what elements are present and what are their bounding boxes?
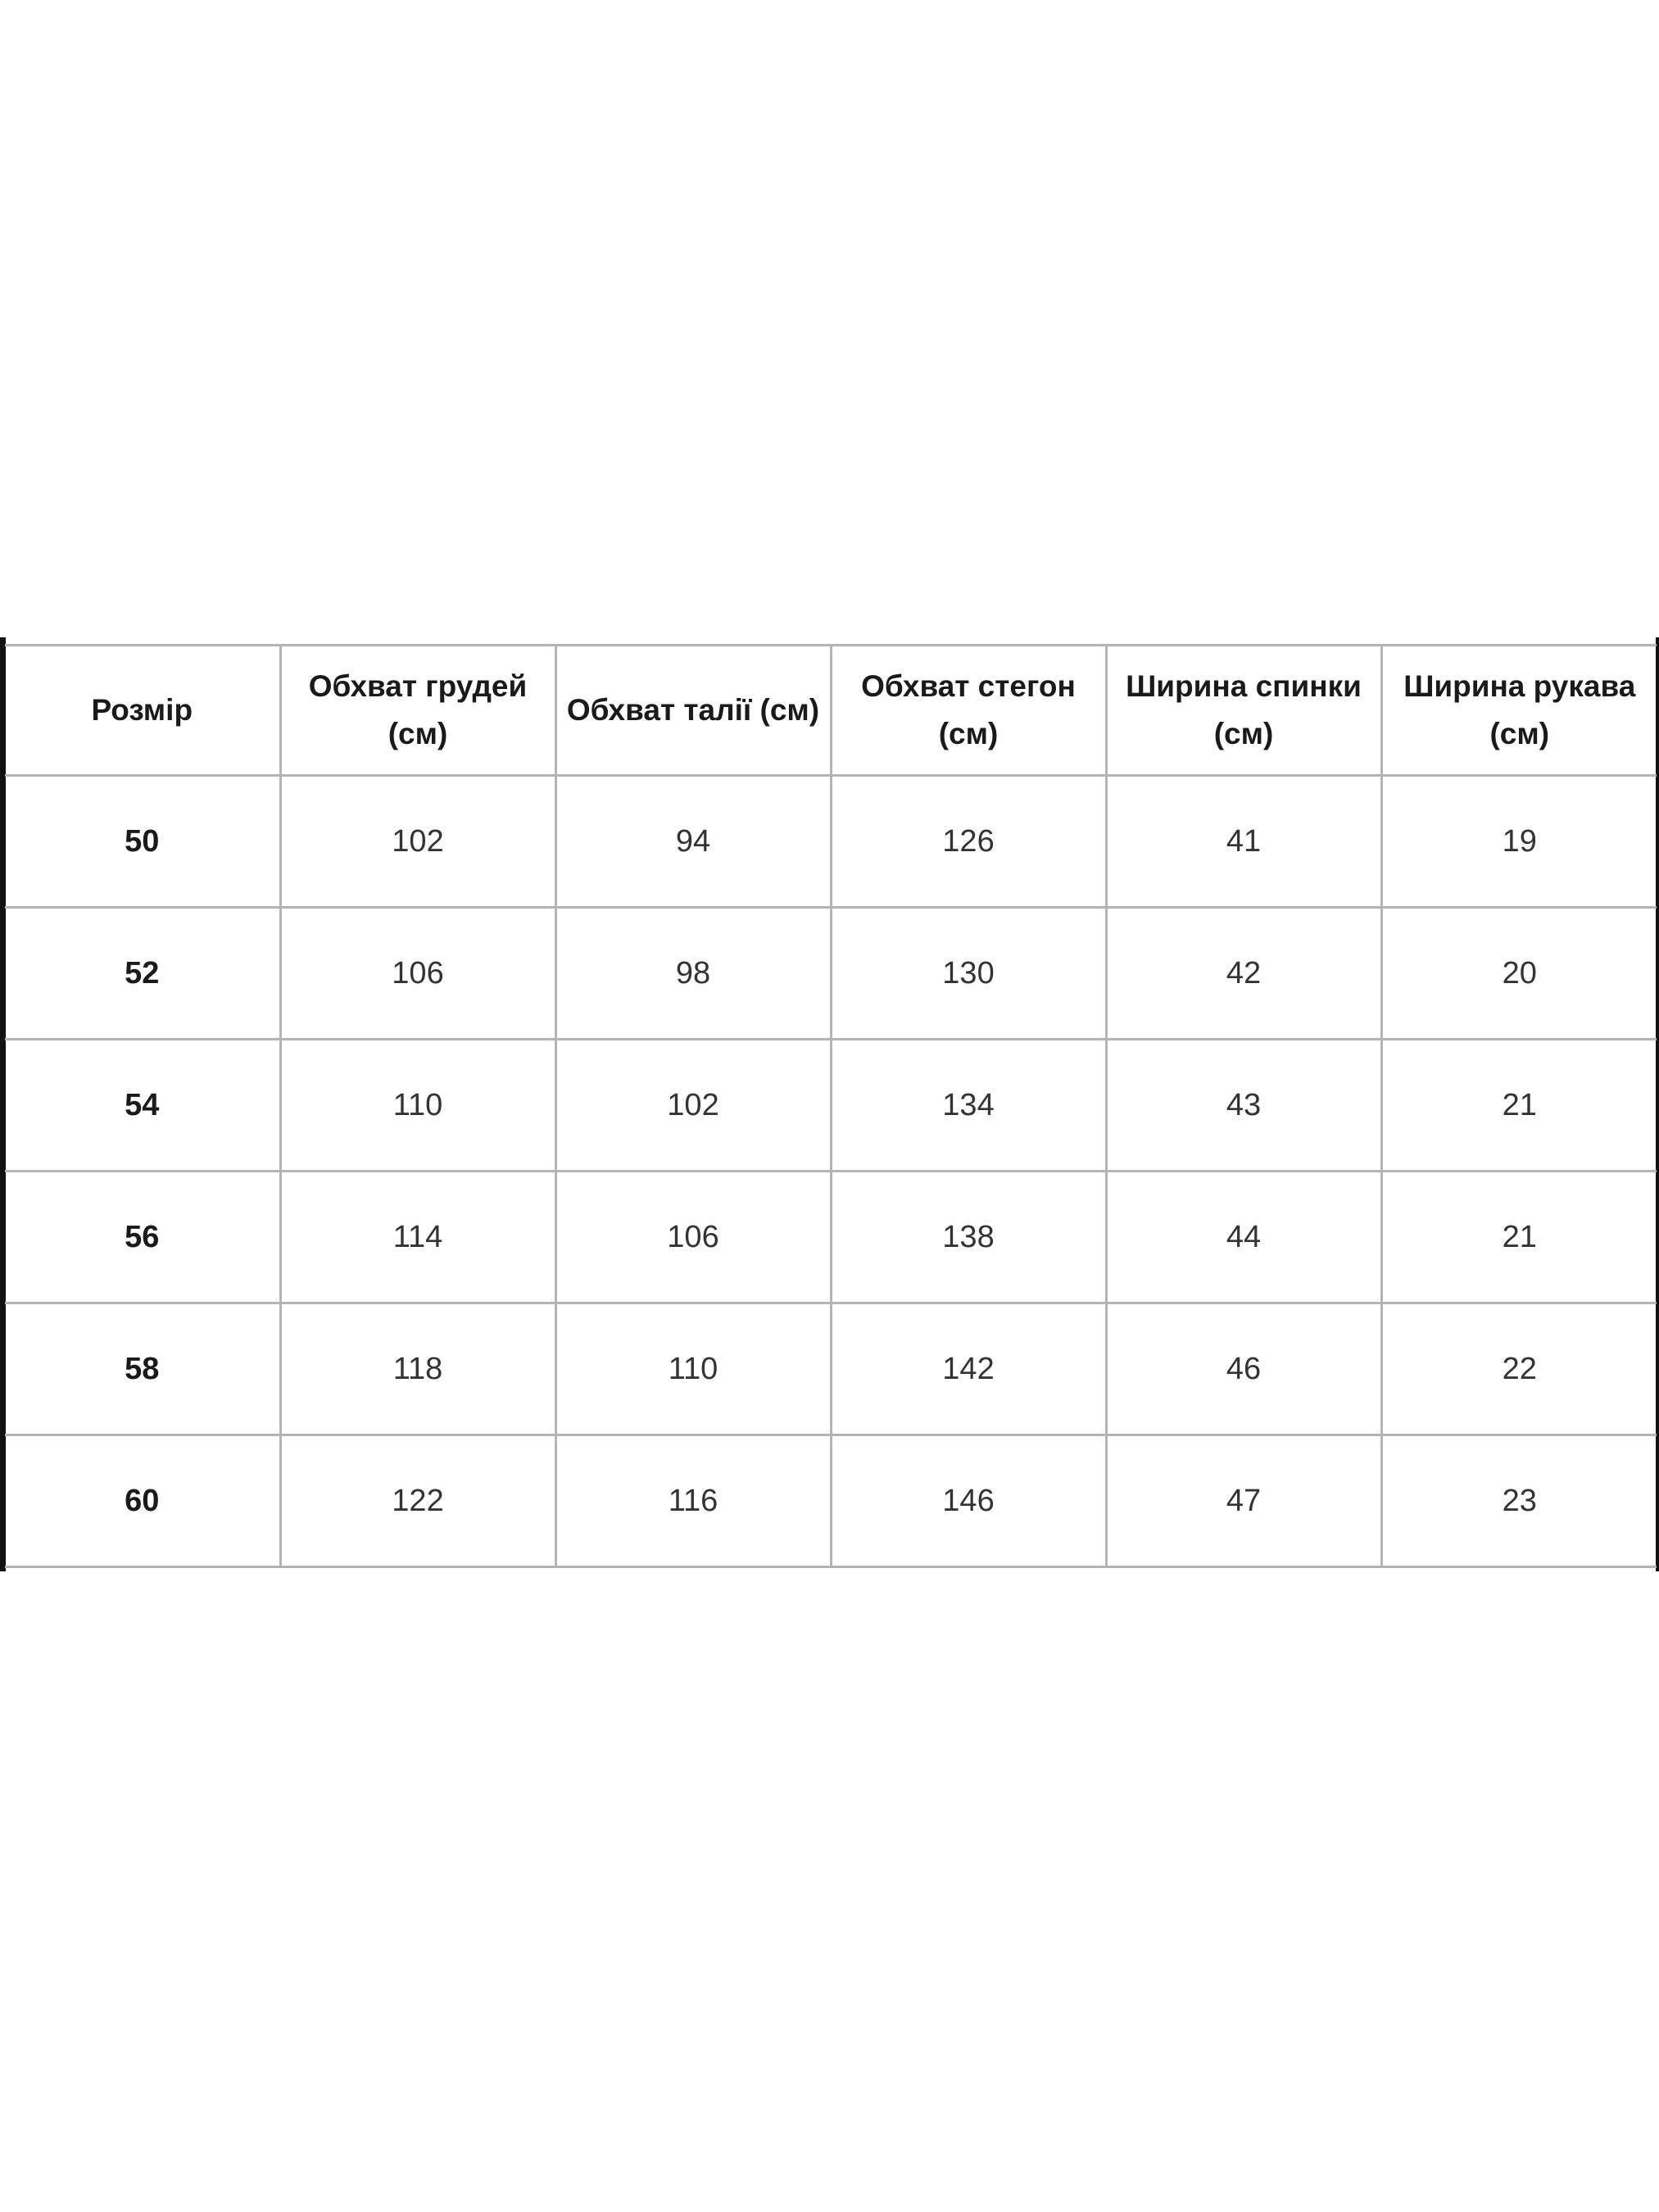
cell-back-width: 44 — [1104, 1170, 1383, 1304]
cell-size: 50 — [5, 774, 282, 909]
cell-hips: 134 — [829, 1038, 1108, 1172]
cell-sleeve-width: 21 — [1380, 1038, 1657, 1172]
cell-size: 56 — [5, 1170, 282, 1304]
cell-sleeve-width: 20 — [1380, 906, 1657, 1040]
table-row: 58 118 110 142 46 22 — [5, 1302, 1657, 1436]
cell-waist: 110 — [554, 1302, 832, 1436]
table-row: 54 110 102 134 43 21 — [5, 1038, 1657, 1172]
cell-sleeve-width: 22 — [1380, 1302, 1657, 1436]
table-row: 60 122 116 146 47 23 — [5, 1434, 1657, 1568]
cell-sleeve-width: 19 — [1380, 774, 1657, 909]
cell-sleeve-width: 21 — [1380, 1170, 1657, 1304]
cell-back-width: 41 — [1104, 774, 1383, 909]
cell-hips: 142 — [829, 1302, 1108, 1436]
cell-chest: 114 — [279, 1170, 557, 1304]
table-row: 50 102 94 126 41 19 — [5, 774, 1657, 909]
cell-waist: 106 — [554, 1170, 832, 1304]
header-chest: Обхват грудей (см) — [279, 644, 557, 777]
cell-chest: 110 — [279, 1038, 557, 1172]
cell-size: 52 — [5, 906, 282, 1040]
cell-chest: 102 — [279, 774, 557, 909]
header-sleeve-width: Ширина рукава (см) — [1380, 644, 1657, 777]
table-row: 56 114 106 138 44 21 — [5, 1170, 1657, 1304]
cell-chest: 106 — [279, 906, 557, 1040]
cell-back-width: 42 — [1104, 906, 1383, 1040]
cell-hips: 126 — [829, 774, 1108, 909]
header-hips: Обхват стегон (см) — [829, 644, 1108, 777]
cell-back-width: 47 — [1104, 1434, 1383, 1568]
table-row: 52 106 98 130 42 20 — [5, 906, 1657, 1040]
cell-hips: 146 — [829, 1434, 1108, 1568]
cell-size: 58 — [5, 1302, 282, 1436]
cell-waist: 116 — [554, 1434, 832, 1568]
cell-size: 60 — [5, 1434, 282, 1568]
header-back-width: Ширина спинки (см) — [1104, 644, 1383, 777]
header-row: Розмір Обхват грудей (см) Обхват талії (… — [5, 644, 1657, 777]
cell-chest: 122 — [279, 1434, 557, 1568]
right-border — [1656, 637, 1659, 1571]
header-waist: Обхват талії (см) — [554, 644, 832, 777]
cell-sleeve-width: 23 — [1380, 1434, 1657, 1568]
header-size: Розмір — [5, 644, 282, 777]
cell-hips: 130 — [829, 906, 1108, 1040]
cell-chest: 118 — [279, 1302, 557, 1436]
cell-waist: 98 — [554, 906, 832, 1040]
cell-back-width: 43 — [1104, 1038, 1383, 1172]
size-chart-table: Розмір Обхват грудей (см) Обхват талії (… — [5, 644, 1657, 1568]
cell-waist: 94 — [554, 774, 832, 909]
cell-size: 54 — [5, 1038, 282, 1172]
cell-hips: 138 — [829, 1170, 1108, 1304]
cell-back-width: 46 — [1104, 1302, 1383, 1436]
cell-waist: 102 — [554, 1038, 832, 1172]
left-border — [0, 637, 6, 1571]
